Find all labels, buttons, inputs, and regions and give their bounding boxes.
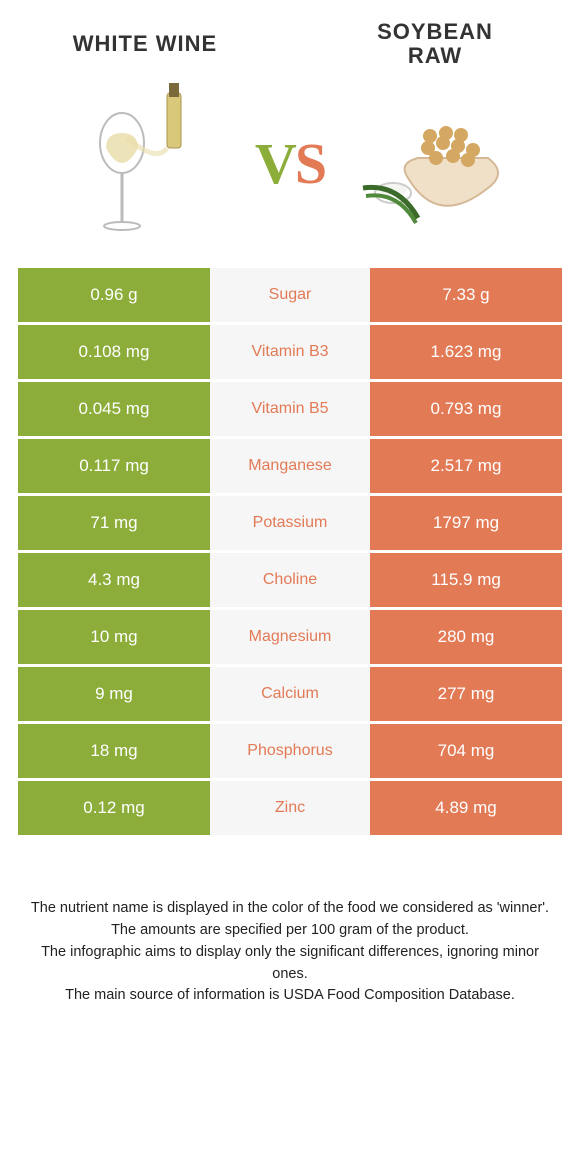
right-value: 280 mg [370,610,562,664]
right-value: 115.9 mg [370,553,562,607]
footnote-4: The main source of information is USDA F… [30,985,550,1007]
nutrient-row: 0.96 gSugar7.33 g [18,268,562,322]
right-value: 0.793 mg [370,382,562,436]
footnotes: The nutrient name is displayed in the co… [0,838,580,1007]
left-value: 0.117 mg [18,439,210,493]
right-value: 4.89 mg [370,781,562,835]
nutrient-row: 18 mgPhosphorus704 mg [18,724,562,778]
right-value: 7.33 g [370,268,562,322]
right-title-line1: SOYBEAN [377,19,493,44]
left-value: 0.96 g [18,268,210,322]
white-wine-image [30,83,255,243]
right-value: 704 mg [370,724,562,778]
vs-label: VS [255,130,325,197]
right-value: 277 mg [370,667,562,721]
vs-s: S [295,131,325,196]
right-value: 1.623 mg [370,325,562,379]
nutrient-label: Phosphorus [210,724,370,778]
nutrient-row: 4.3 mgCholine115.9 mg [18,553,562,607]
left-value: 18 mg [18,724,210,778]
left-value: 0.12 mg [18,781,210,835]
nutrient-row: 71 mgPotassium1797 mg [18,496,562,550]
left-value: 71 mg [18,496,210,550]
vs-v: V [255,131,295,196]
right-value: 1797 mg [370,496,562,550]
nutrient-row: 0.12 mgZinc4.89 mg [18,781,562,835]
nutrient-label: Vitamin B3 [210,325,370,379]
nutrient-label: Vitamin B5 [210,382,370,436]
right-title-line2: RAW [408,43,462,68]
nutrient-label: Magnesium [210,610,370,664]
nutrient-label: Calcium [210,667,370,721]
soybean-image [325,83,550,243]
right-value: 2.517 mg [370,439,562,493]
left-value: 10 mg [18,610,210,664]
nutrient-label: Choline [210,553,370,607]
nutrient-label: Manganese [210,439,370,493]
nutrient-label: Zinc [210,781,370,835]
food-images-row: VS [0,68,580,268]
nutrient-row: 9 mgCalcium277 mg [18,667,562,721]
nutrient-table: 0.96 gSugar7.33 g0.108 mgVitamin B31.623… [0,268,580,835]
left-value: 4.3 mg [18,553,210,607]
nutrient-row: 10 mgMagnesium280 mg [18,610,562,664]
footnote-1: The nutrient name is displayed in the co… [30,898,550,920]
header-titles: WHITE WINE SOYBEAN RAW [0,0,580,68]
left-value: 0.108 mg [18,325,210,379]
left-value: 9 mg [18,667,210,721]
nutrient-row: 0.117 mgManganese2.517 mg [18,439,562,493]
nutrient-label: Potassium [210,496,370,550]
footnote-2: The amounts are specified per 100 gram o… [30,920,550,942]
left-value: 0.045 mg [18,382,210,436]
right-food-title: SOYBEAN RAW [320,20,550,68]
nutrient-row: 0.045 mgVitamin B50.793 mg [18,382,562,436]
nutrient-row: 0.108 mgVitamin B31.623 mg [18,325,562,379]
footnote-3: The infographic aims to display only the… [30,942,550,986]
nutrient-label: Sugar [210,268,370,322]
left-food-title: WHITE WINE [30,31,260,57]
